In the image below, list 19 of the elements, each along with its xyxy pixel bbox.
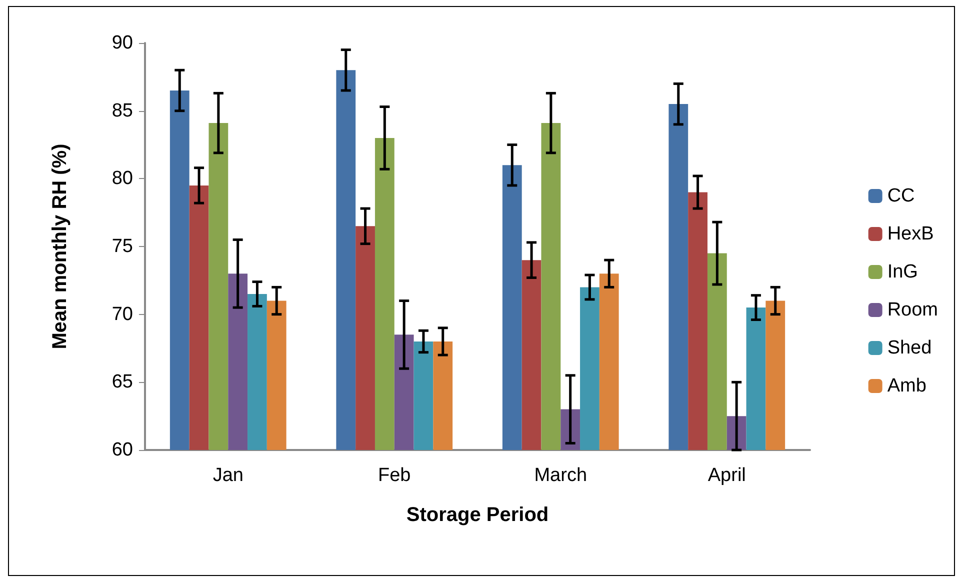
x-tick-label: March <box>534 465 588 486</box>
y-tick-label: 60 <box>112 440 133 460</box>
y-tick-label: 70 <box>112 304 133 325</box>
legend-label: CC <box>887 186 915 206</box>
y-tick-label: 65 <box>112 372 133 393</box>
y-tick-label: 75 <box>112 236 133 257</box>
legend-label: HexB <box>887 224 934 244</box>
x-axis-title: Storage Period <box>406 504 549 526</box>
y-tick-label: 85 <box>112 100 133 122</box>
y-axis-title: Mean monthly RH (%) <box>49 144 71 350</box>
legend-label: Shed <box>887 338 932 358</box>
y-tick-label: 90 <box>112 32 133 54</box>
legend-label: Amb <box>887 376 926 396</box>
legend-label: InG <box>887 262 918 282</box>
x-tick-label: Jan <box>212 465 244 486</box>
y-tick-label: 80 <box>112 168 133 190</box>
x-tick-label: April <box>708 465 746 486</box>
legend-label: Room <box>887 300 938 320</box>
x-tick-label: Feb <box>378 465 411 486</box>
